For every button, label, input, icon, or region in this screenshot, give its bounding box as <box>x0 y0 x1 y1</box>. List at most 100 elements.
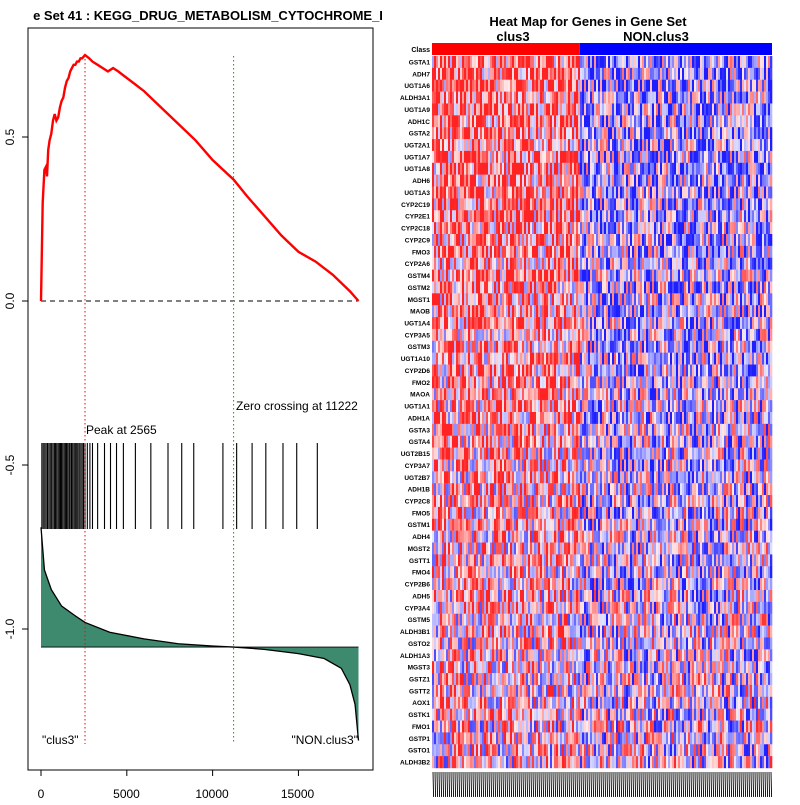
heatmap-cell <box>580 210 582 222</box>
heatmap-cell <box>542 210 544 222</box>
heatmap-cell <box>676 317 678 329</box>
heatmap-cell <box>522 281 524 293</box>
heatmap-cell <box>672 198 674 210</box>
heatmap-cell <box>610 115 612 127</box>
heatmap-cell <box>702 103 704 115</box>
heatmap-cell <box>514 187 516 199</box>
heatmap-cell <box>558 151 560 163</box>
heatmap-cell <box>548 270 550 282</box>
heatmap-cell <box>434 258 436 270</box>
heatmap-cell <box>608 353 610 365</box>
heatmap-cell <box>582 80 584 92</box>
heatmap-cell <box>638 92 640 104</box>
heatmap-cell <box>674 341 676 353</box>
heatmap-cell <box>720 293 722 305</box>
heatmap-cell <box>752 270 754 282</box>
heatmap-cell <box>584 270 586 282</box>
heatmap-cell <box>556 341 558 353</box>
heatmap-cell <box>496 270 498 282</box>
heatmap-cell <box>492 305 494 317</box>
heatmap-cell <box>500 127 502 139</box>
heatmap-cell <box>534 163 536 175</box>
heatmap-cell <box>630 68 632 80</box>
heatmap-cell <box>554 258 556 270</box>
heatmap-cell <box>708 258 710 270</box>
heatmap-cell <box>602 329 604 341</box>
heatmap-cell <box>528 281 530 293</box>
heatmap-cell <box>664 68 666 80</box>
heatmap-cell <box>650 258 652 270</box>
heatmap-cell <box>466 234 468 246</box>
heatmap-cell <box>432 68 434 80</box>
heatmap-cell <box>550 127 552 139</box>
heatmap-cell <box>538 305 540 317</box>
heatmap-cell <box>578 127 580 139</box>
heatmap-cell <box>548 68 550 80</box>
heatmap-cell <box>544 92 546 104</box>
heatmap-cell <box>432 317 434 329</box>
heatmap-cell <box>614 305 616 317</box>
heatmap-cell <box>554 281 556 293</box>
heatmap-cell <box>768 329 770 341</box>
heatmap-cell <box>590 388 592 400</box>
heatmap-cell <box>668 329 670 341</box>
heatmap-cell <box>526 365 528 377</box>
heatmap-cell <box>480 293 482 305</box>
heatmap-cell <box>664 246 666 258</box>
heatmap-cell <box>540 246 542 258</box>
heatmap-cell <box>642 376 644 388</box>
heatmap-cell <box>586 246 588 258</box>
heatmap-cell <box>458 175 460 187</box>
heatmap-cell <box>624 246 626 258</box>
heatmap-cell <box>748 68 750 80</box>
heatmap-cell <box>524 388 526 400</box>
heatmap-cell <box>622 258 624 270</box>
heatmap-cell <box>476 376 478 388</box>
heatmap-cell <box>436 317 438 329</box>
heatmap-cell <box>620 68 622 80</box>
heatmap-cell <box>496 139 498 151</box>
heatmap-cell <box>572 198 574 210</box>
heatmap-cell <box>590 68 592 80</box>
heatmap-cell <box>624 68 626 80</box>
heatmap-cell <box>434 293 436 305</box>
heatmap-cell <box>530 198 532 210</box>
heatmap-cell <box>494 56 496 68</box>
heatmap-cell <box>746 234 748 246</box>
heatmap-cell <box>688 376 690 388</box>
heatmap-cell <box>512 210 514 222</box>
heatmap-cell <box>764 329 766 341</box>
heatmap-cell <box>476 365 478 377</box>
heatmap-cell <box>484 163 486 175</box>
heatmap-cell <box>700 80 702 92</box>
heatmap-cell <box>714 341 716 353</box>
heatmap-cell <box>446 305 448 317</box>
heatmap-cell <box>530 293 532 305</box>
heatmap-cell <box>466 139 468 151</box>
heatmap-cell <box>548 293 550 305</box>
heatmap-cell <box>752 139 754 151</box>
heatmap-cell <box>564 127 566 139</box>
heatmap-cell <box>474 56 476 68</box>
heatmap-cell <box>434 388 436 400</box>
heatmap-cell <box>678 353 680 365</box>
heatmap-cell <box>546 353 548 365</box>
heatmap-cell <box>710 163 712 175</box>
heatmap-cell <box>512 341 514 353</box>
heatmap-cell <box>648 80 650 92</box>
heatmap-cell <box>458 151 460 163</box>
heatmap-cell <box>606 293 608 305</box>
heatmap-cell <box>608 210 610 222</box>
heatmap-cell <box>526 388 528 400</box>
heatmap-cell <box>614 151 616 163</box>
heatmap-cell <box>556 187 558 199</box>
heatmap-cell <box>628 115 630 127</box>
heatmap-cell <box>458 139 460 151</box>
heatmap-cell <box>618 139 620 151</box>
heatmap-cell <box>650 210 652 222</box>
heatmap-cell <box>470 222 472 234</box>
heatmap-cell <box>458 103 460 115</box>
heatmap-cell <box>440 56 442 68</box>
heatmap-cell <box>524 187 526 199</box>
heatmap-cell <box>642 127 644 139</box>
